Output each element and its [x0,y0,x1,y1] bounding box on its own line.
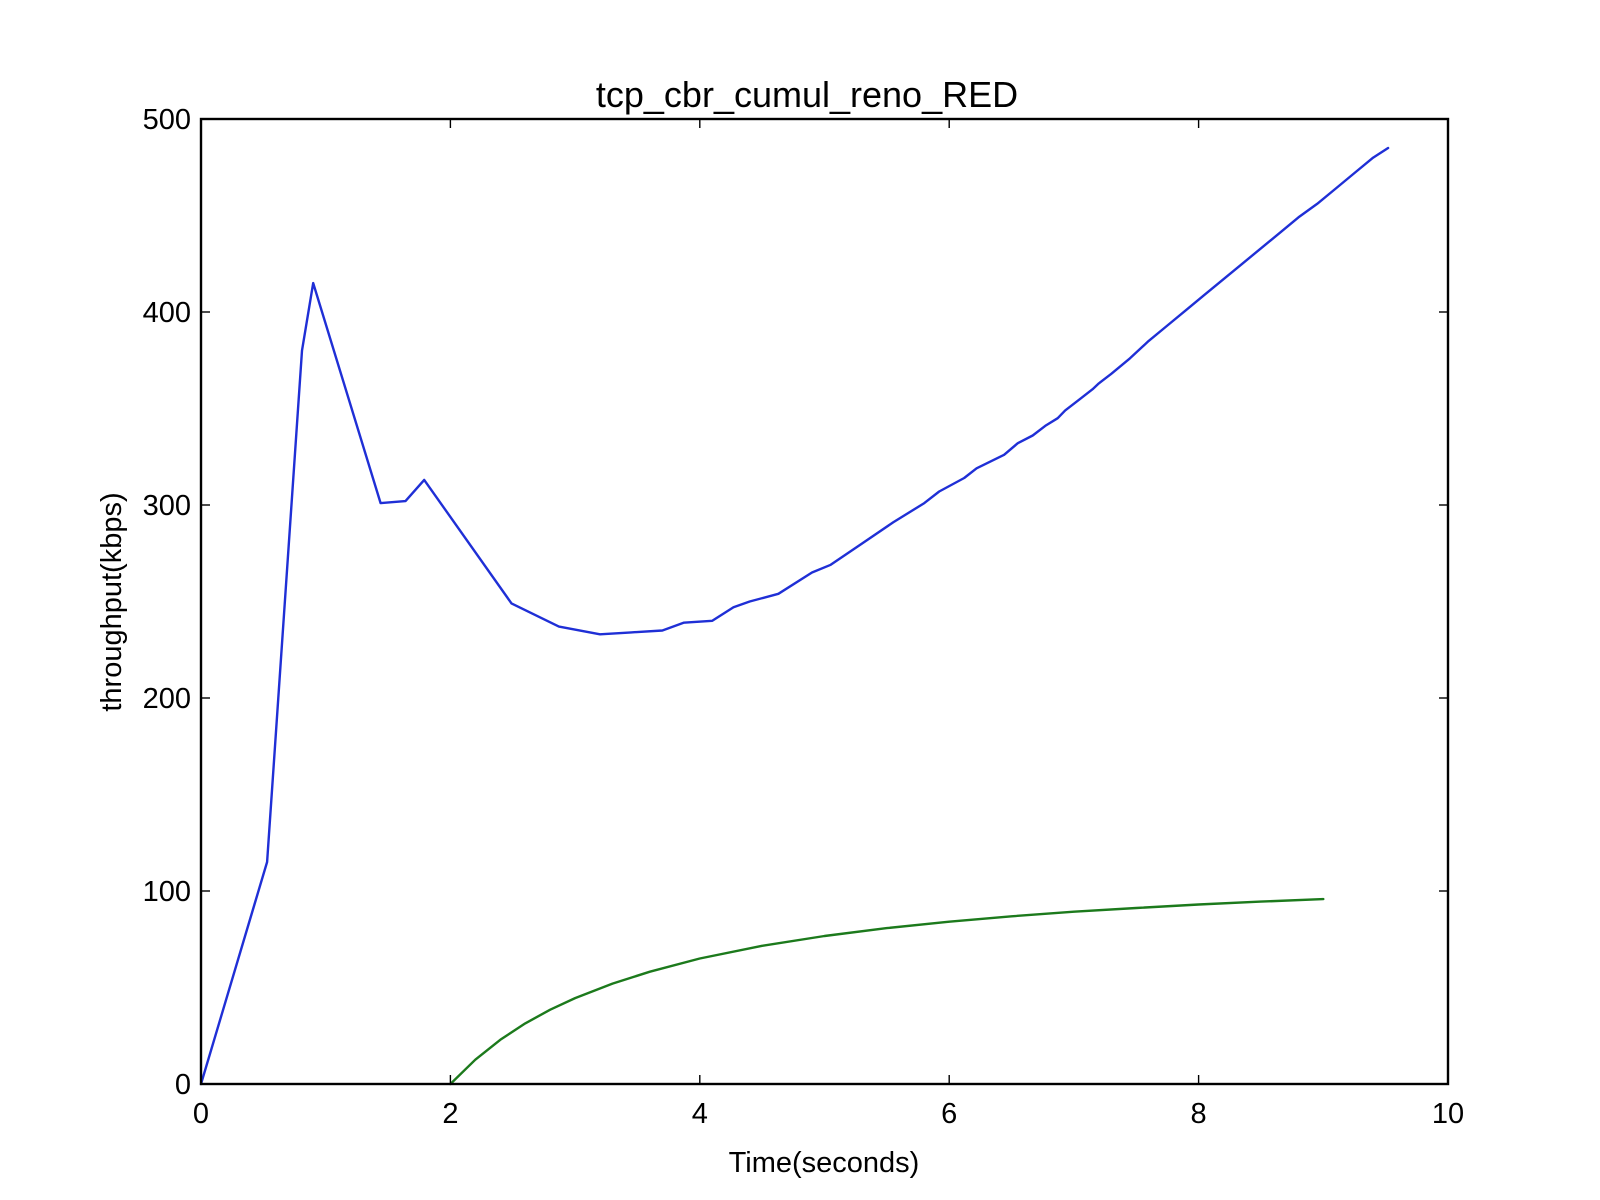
x-tick-label: 4 [692,1098,708,1130]
x-tick-label: 8 [1191,1098,1207,1130]
y-axis-label: throughput(kbps) [96,492,128,711]
y-tick-label: 100 [143,876,191,908]
y-tick-label: 300 [143,490,191,522]
x-tick-label: 0 [193,1098,209,1130]
plot-frame [199,117,1450,1086]
chart-title: tcp_cbr_cumul_reno_RED [596,74,1018,115]
x-axis-label: Time(seconds) [729,1147,920,1179]
x-tick-label: 10 [1432,1098,1464,1130]
series-line-2 [449,897,1325,1086]
x-tick-label: 6 [941,1098,957,1130]
y-tick-label: 400 [143,297,191,329]
y-tick-label: 0 [175,1069,191,1101]
y-tick-label: 200 [143,683,191,715]
x-tick-label: 2 [442,1098,458,1130]
y-tick-label: 500 [143,104,191,136]
series-line-1 [199,146,1390,1086]
tick-layer [200,118,1449,1085]
series-layer [199,146,1390,1086]
